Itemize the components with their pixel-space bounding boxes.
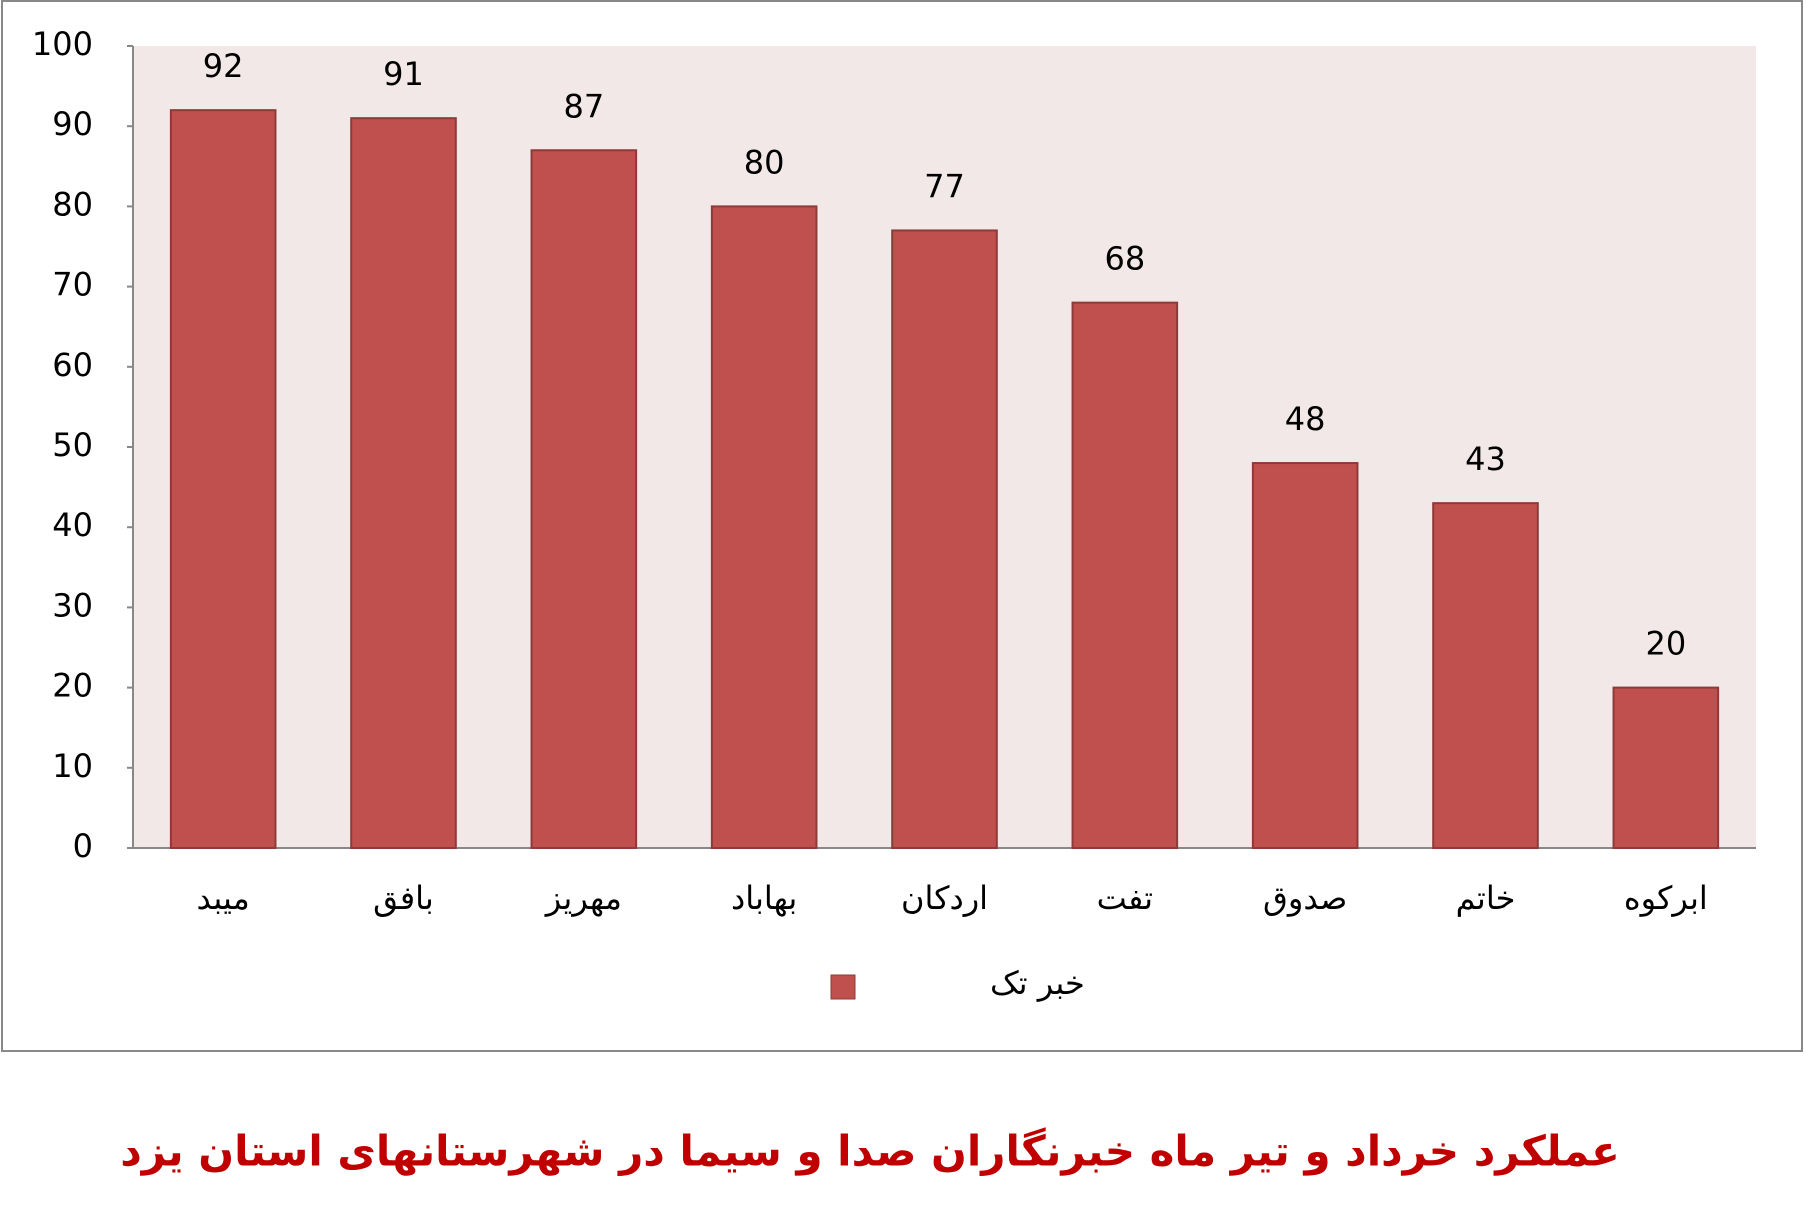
x-tick-label: اردکان	[901, 879, 988, 917]
bar	[891, 229, 998, 849]
y-tick-label: 60	[52, 346, 93, 384]
y-tick-label: 80	[52, 185, 93, 223]
x-tick-label: خاتم	[1456, 879, 1516, 917]
y-tick-label: 10	[52, 747, 93, 785]
x-tick-label: بافق	[373, 879, 434, 917]
x-tick-label: مهریز	[544, 879, 622, 917]
y-tick-label: 70	[52, 266, 93, 304]
x-tick-label: ابرکوه	[1624, 879, 1708, 917]
data-label: 48	[1285, 400, 1326, 438]
chart-title: عملکرد خرداد و تیر ماه خبرنگاران صدا و س…	[120, 1127, 1620, 1177]
x-tick-label: صدوق	[1263, 879, 1347, 917]
legend-swatch	[830, 974, 856, 1000]
bar	[1612, 686, 1720, 849]
bar	[1071, 301, 1179, 849]
data-label: 91	[383, 55, 424, 93]
data-label: 43	[1465, 440, 1506, 478]
x-tick-label: بهاباد	[731, 879, 797, 917]
data-label: 68	[1104, 240, 1145, 278]
bar	[710, 205, 818, 849]
bar	[1432, 502, 1539, 849]
y-tick-label: 90	[52, 105, 93, 143]
data-label: 20	[1645, 625, 1686, 663]
data-label: 80	[744, 143, 785, 181]
bar	[1251, 462, 1359, 849]
legend-label: خبر تک	[990, 964, 1085, 1002]
x-tick-label: تفت	[1097, 879, 1154, 917]
data-label: 92	[203, 47, 244, 85]
bar	[530, 149, 638, 849]
data-label: 87	[563, 87, 604, 125]
y-tick-label: 0	[73, 827, 93, 865]
y-tick-label: 20	[52, 667, 93, 705]
y-tick-label: 40	[52, 506, 93, 544]
y-tick-label: 30	[52, 586, 93, 624]
data-label: 77	[924, 167, 965, 205]
y-tick-label: 50	[52, 426, 93, 464]
bar	[169, 109, 277, 850]
y-tick-label: 100	[32, 25, 93, 63]
bar	[350, 117, 457, 850]
x-tick-label: میبد	[197, 879, 250, 917]
